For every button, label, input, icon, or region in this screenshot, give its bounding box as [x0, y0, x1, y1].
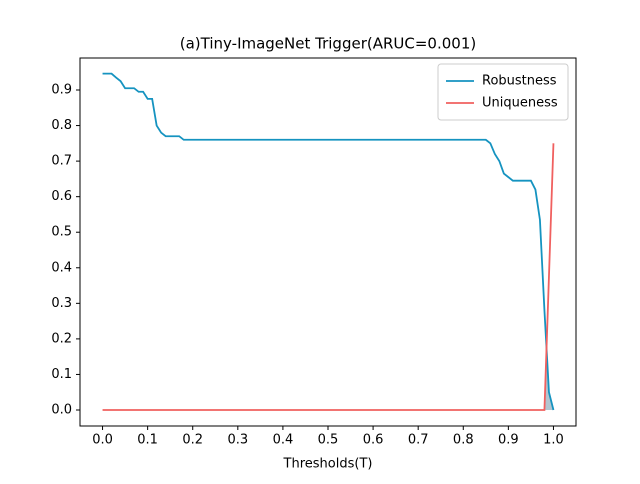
x-tick-label: 0.1 — [137, 433, 158, 448]
x-tick-label: 0.8 — [453, 433, 474, 448]
x-tick-label: 0.2 — [182, 433, 203, 448]
x-tick-label: 0.3 — [227, 433, 248, 448]
y-tick-label: 0.9 — [51, 83, 72, 98]
legend-label: Uniqueness — [482, 96, 558, 111]
plot-frame — [79, 57, 577, 427]
x-tick-label: 0.7 — [408, 433, 429, 448]
y-tick-label: 0.1 — [51, 367, 72, 382]
y-tick-label: 0.0 — [51, 403, 72, 418]
legend-label: Robustness — [482, 74, 557, 89]
x-tick-label: 1.0 — [543, 433, 564, 448]
y-tick-label: 0.4 — [51, 260, 72, 275]
x-axis-label: Thresholds(T) — [283, 457, 373, 472]
x-tick-label: 0.6 — [363, 433, 384, 448]
y-tick-label: 0.5 — [51, 225, 72, 240]
y-tick-label: 0.2 — [51, 331, 72, 346]
y-tick-label: 0.8 — [51, 118, 72, 133]
x-tick-label: 0.0 — [92, 433, 113, 448]
chart-title: (a)Tiny-ImageNet Trigger(ARUC=0.001) — [180, 35, 476, 53]
y-tick-label: 0.7 — [51, 154, 72, 169]
y-tick-label: 0.6 — [51, 189, 72, 204]
x-tick-label: 0.4 — [273, 433, 294, 448]
x-tick-label: 0.9 — [498, 433, 519, 448]
x-tick-label: 0.5 — [318, 433, 339, 448]
line — [102, 72, 555, 411]
legend-box — [437, 63, 569, 121]
y-tick-label: 0.3 — [51, 296, 72, 311]
line — [102, 143, 555, 411]
